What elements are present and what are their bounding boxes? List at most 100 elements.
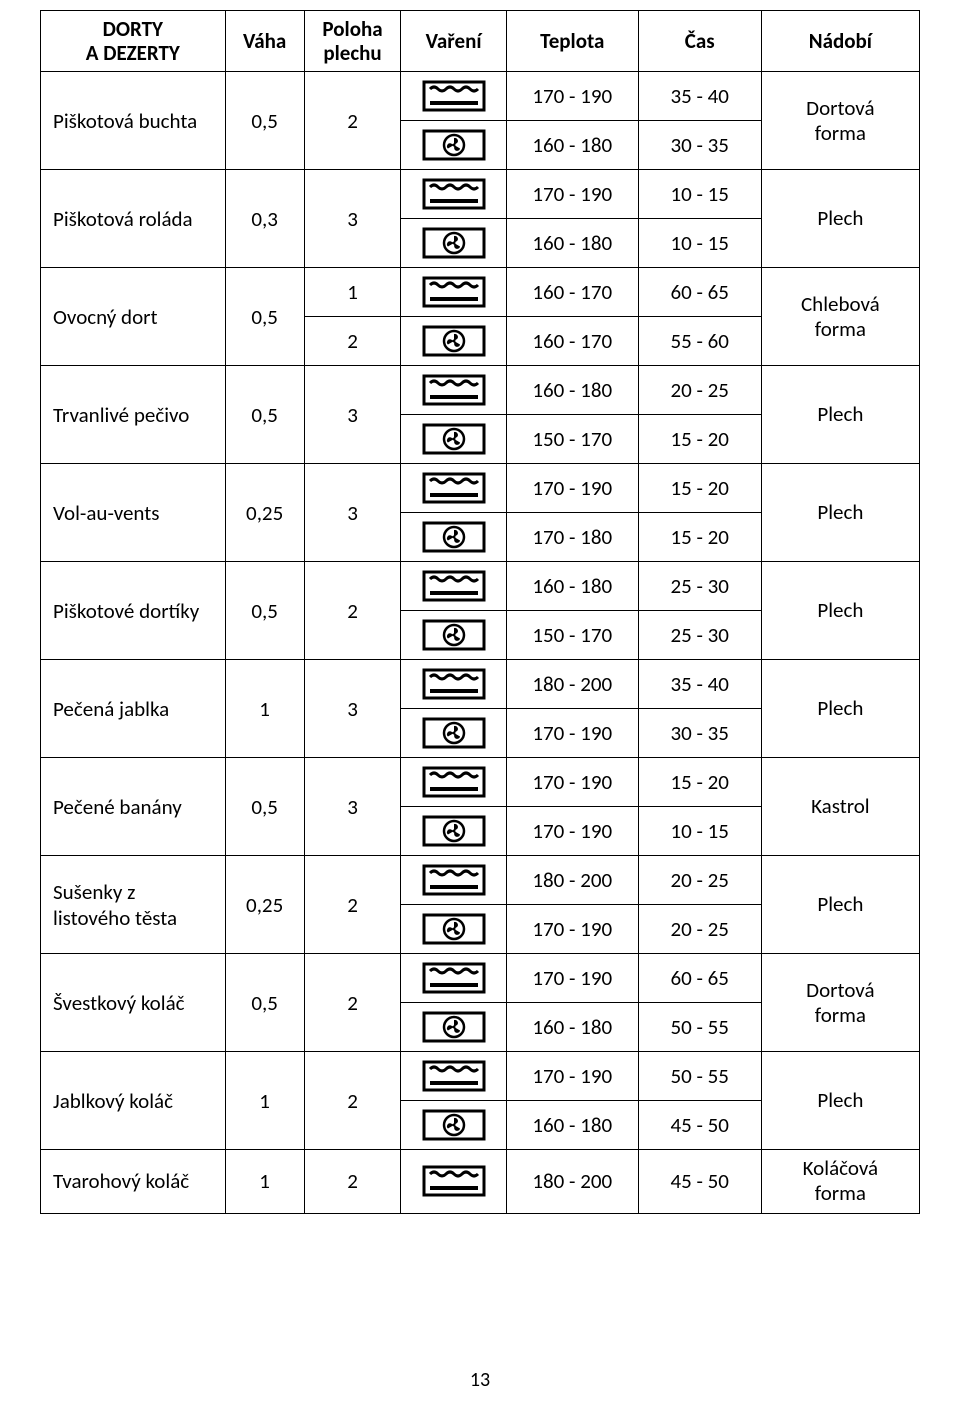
cell-name: Tvarohový koláč <box>41 1150 226 1213</box>
header-temp: Teplota <box>506 11 638 72</box>
conventional-oven-icon <box>422 668 486 700</box>
header-name: DORTYA DEZERTY <box>41 11 226 72</box>
cell-name: Vol-au-vents <box>41 464 226 562</box>
cell-weight: 0,25 <box>225 856 304 954</box>
cell-cook <box>401 464 506 562</box>
cell-pos: 12 <box>304 268 401 366</box>
cell-dish: Plech <box>761 1052 919 1150</box>
conventional-oven-icon <box>422 178 486 210</box>
cell-temp: 180 - 200 <box>506 1150 638 1213</box>
conventional-oven-icon <box>422 864 486 896</box>
conventional-oven-icon <box>422 766 486 798</box>
cell-pos: 2 <box>304 1052 401 1150</box>
cell-name: Pečené banány <box>41 758 226 856</box>
cell-weight: 0,5 <box>225 758 304 856</box>
cell-time: 20 - 2515 - 20 <box>638 366 761 464</box>
cell-name: Piškotová roláda <box>41 170 226 268</box>
fan-oven-icon <box>422 325 486 357</box>
table-row: Švestkový koláč0,52 170 - 190160 - 18060 … <box>41 954 920 1052</box>
cell-pos: 3 <box>304 758 401 856</box>
cell-name: Švestkový koláč <box>41 954 226 1052</box>
cell-dish: Koláčováforma <box>761 1150 919 1213</box>
cell-pos: 2 <box>304 954 401 1052</box>
fan-oven-icon <box>422 913 486 945</box>
cell-time: 60 - 6555 - 60 <box>638 268 761 366</box>
cell-cook <box>401 170 506 268</box>
cell-weight: 0,25 <box>225 464 304 562</box>
cell-name: Sušenky z listového těsta <box>41 856 226 954</box>
cell-weight: 0,3 <box>225 170 304 268</box>
cell-temp: 170 - 190160 - 180 <box>506 954 638 1052</box>
header-pos: Polohaplechu <box>304 11 401 72</box>
table-row: Piškotové dortíky0,52 160 - 180150 - 1702… <box>41 562 920 660</box>
cell-temp: 170 - 190160 - 180 <box>506 1052 638 1150</box>
cell-time: 60 - 6550 - 55 <box>638 954 761 1052</box>
cell-cook <box>401 366 506 464</box>
fan-oven-icon <box>422 521 486 553</box>
cell-weight: 1 <box>225 660 304 758</box>
table-row: Sušenky z listového těsta0,252 180 - 2001… <box>41 856 920 954</box>
table-row: Trvanlivé pečivo0,53160 - 180150 - 17020… <box>41 366 920 464</box>
cell-pos: 3 <box>304 464 401 562</box>
fan-oven-icon <box>422 619 486 651</box>
cell-weight: 0,5 <box>225 562 304 660</box>
cell-cook <box>401 562 506 660</box>
cell-time: 50 - 5545 - 50 <box>638 1052 761 1150</box>
page-number: 13 <box>0 1368 960 1392</box>
cell-time: 35 - 4030 - 35 <box>638 72 761 170</box>
cell-pos: 2 <box>304 856 401 954</box>
fan-oven-icon <box>422 423 486 455</box>
table-row: Pečené banány0,53 170 - 190170 - 19015 - … <box>41 758 920 856</box>
conventional-oven-icon <box>422 80 486 112</box>
conventional-oven-icon <box>422 472 486 504</box>
cell-name: Piškotové dortíky <box>41 562 226 660</box>
cell-pos: 3 <box>304 660 401 758</box>
cell-cook <box>401 268 506 366</box>
cell-weight: 0,5 <box>225 954 304 1052</box>
cell-cook <box>401 1052 506 1150</box>
cell-temp: 170 - 190160 - 180 <box>506 72 638 170</box>
cell-temp: 170 - 190170 - 190 <box>506 758 638 856</box>
header-dish: Nádobí <box>761 11 919 72</box>
table-row: Piškotová buchta0,52170 - 190160 - 18035… <box>41 72 920 170</box>
cell-time: 20 - 2520 - 25 <box>638 856 761 954</box>
cell-cook <box>401 758 506 856</box>
table-header-row: DORTYA DEZERTY Váha Polohaplechu Vaření … <box>41 11 920 72</box>
table-row: Pečená jablka13180 - 200170 - 19035 - 40… <box>41 660 920 758</box>
cell-weight: 0,5 <box>225 72 304 170</box>
cell-time: 15 - 2010 - 15 <box>638 758 761 856</box>
cell-temp: 160 - 180150 - 170 <box>506 562 638 660</box>
cell-time: 25 - 3025 - 30 <box>638 562 761 660</box>
conventional-oven-icon <box>422 374 486 406</box>
cell-weight: 1 <box>225 1052 304 1150</box>
cell-name: Pečená jablka <box>41 660 226 758</box>
header-cook: Vaření <box>401 11 506 72</box>
cell-name: Trvanlivé pečivo <box>41 366 226 464</box>
cell-name: Jablkový koláč <box>41 1052 226 1150</box>
header-weight: Váha <box>225 11 304 72</box>
cell-temp: 180 - 200170 - 190 <box>506 660 638 758</box>
cell-cook <box>401 954 506 1052</box>
cell-dish: Plech <box>761 170 919 268</box>
cell-temp: 170 - 190170 - 180 <box>506 464 638 562</box>
cell-weight: 1 <box>225 1150 304 1213</box>
cell-cook <box>401 856 506 954</box>
cell-dish: Plech <box>761 366 919 464</box>
cell-temp: 180 - 200170 - 190 <box>506 856 638 954</box>
conventional-oven-icon <box>422 570 486 602</box>
table-row: Tvarohový koláč12 180 - 20045 - 50Koláčov… <box>41 1150 920 1213</box>
cell-dish: Chlebováforma <box>761 268 919 366</box>
cell-pos: 2 <box>304 72 401 170</box>
baking-table: DORTYA DEZERTY Váha Polohaplechu Vaření … <box>40 10 920 1214</box>
cell-time: 45 - 50 <box>638 1150 761 1213</box>
cell-dish: Plech <box>761 464 919 562</box>
cell-cook <box>401 660 506 758</box>
cell-pos: 2 <box>304 562 401 660</box>
conventional-oven-icon <box>422 1165 486 1197</box>
cell-pos: 2 <box>304 1150 401 1213</box>
table-row: Piškotová roláda0,33170 - 190160 - 18010… <box>41 170 920 268</box>
fan-oven-icon <box>422 129 486 161</box>
table-row: Ovocný dort0,512160 - 170160 - 17060 - 6… <box>41 268 920 366</box>
cell-dish: Kastrol <box>761 758 919 856</box>
cell-temp: 160 - 170160 - 170 <box>506 268 638 366</box>
